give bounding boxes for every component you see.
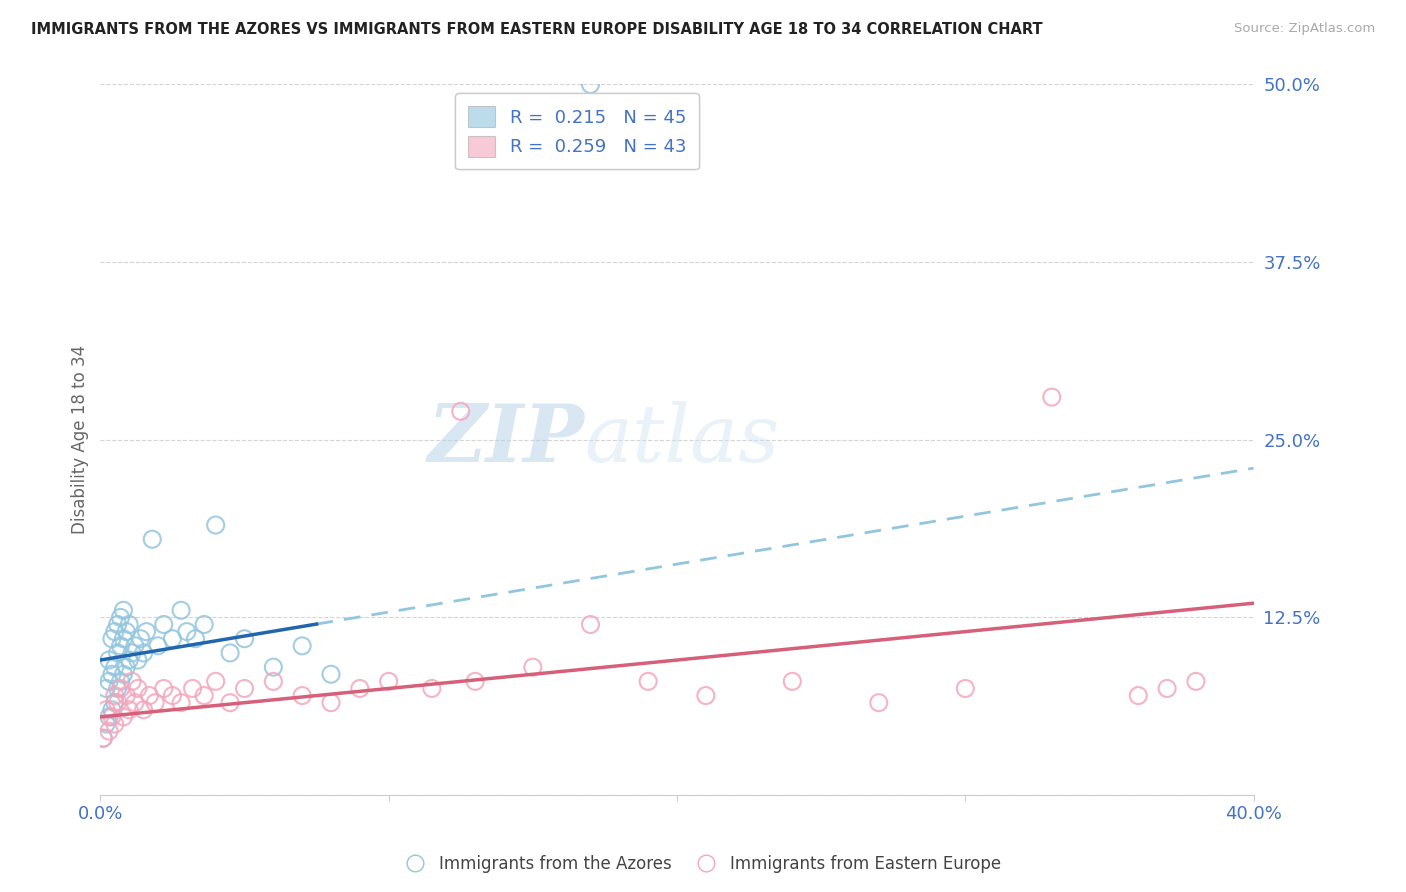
Point xyxy=(101,703,124,717)
Point xyxy=(1040,390,1063,404)
Point xyxy=(193,617,215,632)
Point xyxy=(115,689,138,703)
Point xyxy=(319,696,342,710)
Point xyxy=(104,660,127,674)
Point xyxy=(146,639,169,653)
Point xyxy=(124,639,146,653)
Point xyxy=(124,696,146,710)
Y-axis label: Disability Age 18 to 34: Disability Age 18 to 34 xyxy=(72,345,89,534)
Point xyxy=(450,404,472,418)
Point xyxy=(110,610,132,624)
Point xyxy=(121,646,143,660)
Point xyxy=(104,624,127,639)
Point xyxy=(101,710,124,724)
Point xyxy=(98,674,121,689)
Point xyxy=(107,646,129,660)
Point xyxy=(181,681,204,696)
Point xyxy=(110,674,132,689)
Point xyxy=(1128,689,1150,703)
Point xyxy=(132,703,155,717)
Point xyxy=(1156,681,1178,696)
Point xyxy=(107,696,129,710)
Point xyxy=(152,617,174,632)
Point xyxy=(782,674,804,689)
Point xyxy=(204,518,226,533)
Point xyxy=(101,632,124,646)
Text: IMMIGRANTS FROM THE AZORES VS IMMIGRANTS FROM EASTERN EUROPE DISABILITY AGE 18 T: IMMIGRANTS FROM THE AZORES VS IMMIGRANTS… xyxy=(31,22,1043,37)
Point xyxy=(695,689,717,703)
Point xyxy=(132,646,155,660)
Point xyxy=(184,632,207,646)
Point xyxy=(319,667,342,681)
Point xyxy=(193,689,215,703)
Point xyxy=(127,653,149,667)
Point xyxy=(637,674,659,689)
Point xyxy=(219,696,242,710)
Legend: Immigrants from the Azores, Immigrants from Eastern Europe: Immigrants from the Azores, Immigrants f… xyxy=(398,848,1008,880)
Point xyxy=(291,639,314,653)
Point xyxy=(104,717,127,731)
Point xyxy=(101,667,124,681)
Point xyxy=(152,681,174,696)
Text: atlas: atlas xyxy=(585,401,780,478)
Point xyxy=(118,653,141,667)
Point xyxy=(107,617,129,632)
Point xyxy=(349,681,371,696)
Point xyxy=(104,689,127,703)
Point xyxy=(204,674,226,689)
Point xyxy=(115,624,138,639)
Point xyxy=(94,703,117,717)
Point xyxy=(170,603,193,617)
Point xyxy=(522,660,544,674)
Point xyxy=(110,639,132,653)
Point xyxy=(162,689,184,703)
Point xyxy=(94,681,117,696)
Text: ZIP: ZIP xyxy=(427,401,585,478)
Point xyxy=(118,617,141,632)
Point xyxy=(141,533,163,547)
Point xyxy=(110,681,132,696)
Point xyxy=(129,632,152,646)
Point xyxy=(1185,674,1208,689)
Point xyxy=(121,674,143,689)
Point xyxy=(135,624,157,639)
Point xyxy=(138,689,160,703)
Point xyxy=(219,646,242,660)
Point xyxy=(98,653,121,667)
Point xyxy=(112,667,135,681)
Point xyxy=(579,78,602,92)
Point xyxy=(579,617,602,632)
Point xyxy=(107,681,129,696)
Point xyxy=(112,603,135,617)
Point xyxy=(262,674,284,689)
Point xyxy=(118,703,141,717)
Point xyxy=(98,710,121,724)
Point xyxy=(91,731,114,746)
Point xyxy=(262,660,284,674)
Point xyxy=(291,689,314,703)
Legend: R =  0.215   N = 45, R =  0.259   N = 43: R = 0.215 N = 45, R = 0.259 N = 43 xyxy=(456,94,699,169)
Point xyxy=(464,674,486,689)
Point xyxy=(115,660,138,674)
Text: Source: ZipAtlas.com: Source: ZipAtlas.com xyxy=(1234,22,1375,36)
Point xyxy=(127,681,149,696)
Point xyxy=(233,681,256,696)
Point xyxy=(104,696,127,710)
Point xyxy=(420,681,443,696)
Point xyxy=(98,724,121,739)
Point xyxy=(112,632,135,646)
Point xyxy=(91,731,114,746)
Point xyxy=(162,632,184,646)
Point xyxy=(955,681,977,696)
Point xyxy=(170,696,193,710)
Point xyxy=(94,717,117,731)
Point xyxy=(176,624,198,639)
Point xyxy=(868,696,890,710)
Point xyxy=(233,632,256,646)
Point xyxy=(143,696,166,710)
Point xyxy=(377,674,399,689)
Point xyxy=(112,710,135,724)
